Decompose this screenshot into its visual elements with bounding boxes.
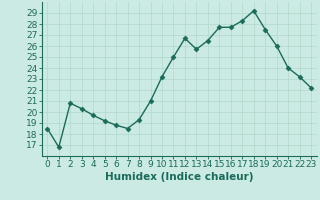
X-axis label: Humidex (Indice chaleur): Humidex (Indice chaleur) [105, 172, 253, 182]
